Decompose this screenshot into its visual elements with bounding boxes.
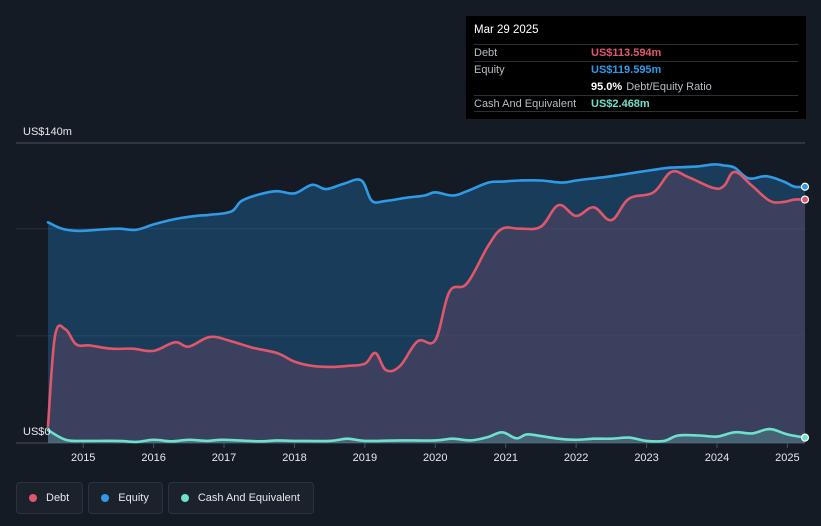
debt-dot-icon — [29, 494, 37, 502]
legend-item-cash[interactable]: Cash And Equivalent — [168, 482, 314, 514]
tooltip-row-cash: Cash And Equivalent US$2.468m — [474, 95, 798, 112]
tooltip-row-debt: Debt US$113.594m — [474, 44, 798, 61]
hover-tooltip: Mar 29 2025 Debt US$113.594m Equity US$1… — [466, 16, 806, 119]
tooltip-ratio-label: Debt/Equity Ratio — [626, 81, 712, 93]
tooltip-ratio-value: 95.0% — [591, 81, 622, 93]
tooltip-row-ratio: 95.0% Debt/Equity Ratio — [474, 78, 798, 95]
x-tick-label-2023: 2023 — [634, 452, 658, 464]
x-tick-label-2019: 2019 — [353, 452, 377, 464]
cash-dot-icon — [181, 494, 189, 502]
y-axis-top-label: US$140m — [23, 126, 72, 138]
tooltip-debt-label: Debt — [474, 47, 591, 59]
legend-item-equity[interactable]: Equity — [88, 482, 163, 514]
x-tick-label-2025: 2025 — [775, 452, 799, 464]
tooltip-date: Mar 29 2025 — [474, 24, 798, 40]
x-tick-label-2018: 2018 — [282, 452, 306, 464]
x-tick-label-2016: 2016 — [141, 452, 165, 464]
x-tick-label-2020: 2020 — [423, 452, 447, 464]
tooltip-row-equity: Equity US$119.595m — [474, 61, 798, 78]
cash-and-equivalent-endpoint — [802, 434, 809, 441]
tooltip-cash-label: Cash And Equivalent — [474, 98, 591, 110]
debt-endpoint — [802, 196, 809, 203]
y-axis-bottom-label: US$0 — [23, 426, 51, 438]
x-tick-label-2015: 2015 — [71, 452, 95, 464]
chart-legend: Debt Equity Cash And Equivalent — [16, 482, 314, 514]
tooltip-cash-value: US$2.468m — [591, 98, 650, 110]
legend-cash-label: Cash And Equivalent — [198, 492, 300, 504]
legend-equity-label: Equity — [118, 492, 149, 504]
x-tick-label-2021: 2021 — [493, 452, 517, 464]
tooltip-equity-label: Equity — [474, 64, 591, 76]
x-tick-label-2017: 2017 — [212, 452, 236, 464]
x-axis-ticks: 2015 2016 2017 2018 2019 2020 2021 2022 2023 2024… — [71, 443, 800, 464]
series-areas — [48, 164, 805, 443]
tooltip-debt-value: US$113.594m — [591, 47, 661, 59]
legend-item-debt[interactable]: Debt — [16, 482, 83, 514]
equity-dot-icon — [101, 494, 109, 502]
legend-debt-label: Debt — [46, 492, 69, 504]
tooltip-equity-value: US$119.595m — [591, 64, 661, 76]
equity-endpoint — [802, 183, 809, 190]
x-tick-label-2024: 2024 — [705, 452, 729, 464]
x-tick-label-2022: 2022 — [564, 452, 588, 464]
